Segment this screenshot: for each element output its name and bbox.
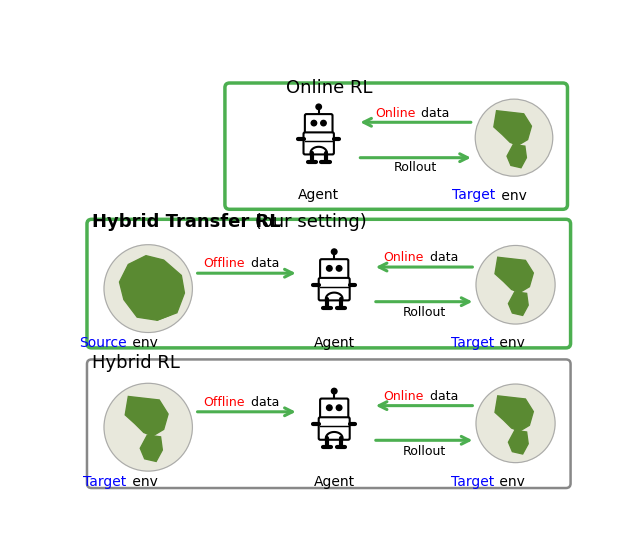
Text: Offline: Offline xyxy=(204,396,245,409)
Circle shape xyxy=(326,405,332,411)
Text: Agent: Agent xyxy=(298,188,339,203)
Polygon shape xyxy=(120,256,184,320)
Text: data: data xyxy=(246,257,279,271)
FancyBboxPatch shape xyxy=(319,417,349,439)
Polygon shape xyxy=(508,431,528,454)
Text: Target: Target xyxy=(452,188,495,203)
Text: env: env xyxy=(495,336,525,350)
FancyBboxPatch shape xyxy=(320,399,348,419)
Text: env: env xyxy=(128,336,158,350)
Polygon shape xyxy=(508,292,528,315)
Text: Rollout: Rollout xyxy=(403,306,445,319)
Ellipse shape xyxy=(476,99,553,176)
Text: Source: Source xyxy=(79,336,127,350)
Text: Online: Online xyxy=(375,106,415,120)
Polygon shape xyxy=(495,396,533,431)
FancyBboxPatch shape xyxy=(305,114,333,135)
Circle shape xyxy=(332,249,337,255)
Text: Online: Online xyxy=(384,390,424,403)
Text: Target: Target xyxy=(83,475,127,489)
Text: Offline: Offline xyxy=(204,257,245,271)
Text: data: data xyxy=(246,396,279,409)
Text: Target: Target xyxy=(451,336,494,350)
Circle shape xyxy=(336,266,342,271)
Text: Online RL: Online RL xyxy=(286,79,372,97)
Ellipse shape xyxy=(476,246,555,324)
Text: Hybrid Transfer RL: Hybrid Transfer RL xyxy=(92,213,280,231)
Text: data: data xyxy=(426,251,458,265)
Circle shape xyxy=(316,104,321,110)
Text: Target: Target xyxy=(451,475,494,489)
Text: env: env xyxy=(128,475,158,489)
Text: Hybrid RL: Hybrid RL xyxy=(92,354,179,372)
Text: Agent: Agent xyxy=(314,336,355,350)
Text: data: data xyxy=(417,106,449,120)
Ellipse shape xyxy=(476,384,555,463)
Ellipse shape xyxy=(476,246,555,324)
Ellipse shape xyxy=(104,245,193,333)
Text: Online: Online xyxy=(384,251,424,265)
Ellipse shape xyxy=(476,99,553,176)
Circle shape xyxy=(326,266,332,271)
Ellipse shape xyxy=(104,383,193,471)
Text: Rollout: Rollout xyxy=(403,444,445,457)
Text: (our setting): (our setting) xyxy=(249,213,367,231)
Circle shape xyxy=(336,405,342,411)
Circle shape xyxy=(321,120,326,126)
FancyBboxPatch shape xyxy=(320,259,348,280)
Circle shape xyxy=(332,388,337,394)
Polygon shape xyxy=(507,145,527,168)
Polygon shape xyxy=(152,300,170,320)
Ellipse shape xyxy=(104,383,193,471)
Text: env: env xyxy=(495,475,525,489)
FancyBboxPatch shape xyxy=(319,278,349,300)
Text: Agent: Agent xyxy=(314,475,355,489)
Text: data: data xyxy=(426,390,458,403)
Polygon shape xyxy=(140,435,163,461)
Polygon shape xyxy=(125,397,168,436)
Text: env: env xyxy=(497,188,527,203)
Ellipse shape xyxy=(104,245,193,333)
Polygon shape xyxy=(495,257,533,292)
Ellipse shape xyxy=(476,384,555,463)
Polygon shape xyxy=(494,111,531,145)
FancyBboxPatch shape xyxy=(303,133,334,154)
Circle shape xyxy=(311,120,317,126)
Text: Rollout: Rollout xyxy=(394,161,437,174)
